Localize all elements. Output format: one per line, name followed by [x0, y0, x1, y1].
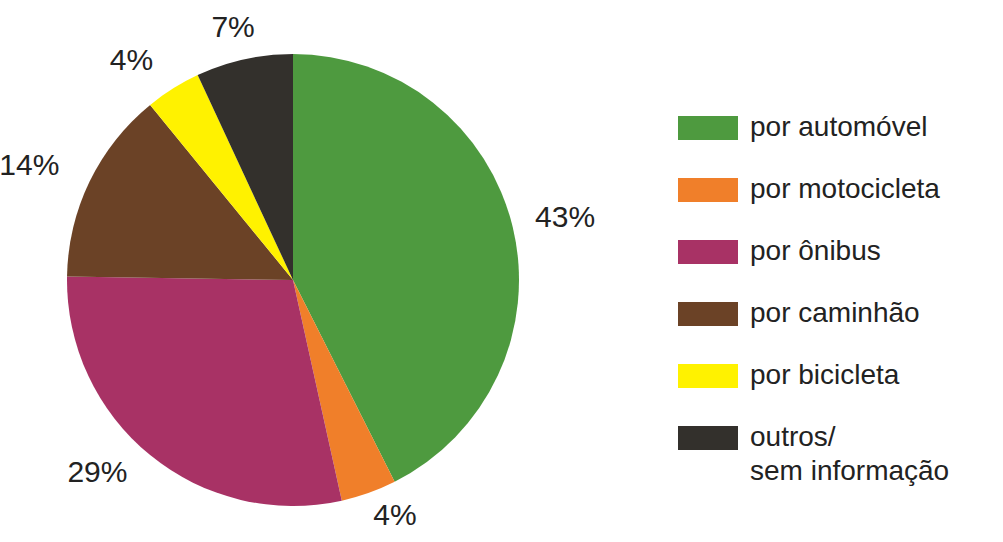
svg-text:7%: 7% — [211, 10, 254, 43]
svg-text:29%: 29% — [67, 455, 127, 488]
html-text:por caminhão: por caminhão — [750, 297, 920, 328]
svg-text:43%: 43% — [535, 200, 595, 233]
html-text:por ônibus: por ônibus — [750, 235, 881, 266]
html-text:sem informação: sem informação — [750, 455, 950, 486]
svg-text:14%: 14% — [8, 148, 59, 181]
svg-text:4%: 4% — [373, 498, 416, 531]
html-text:outros/: outros/ — [750, 421, 836, 452]
html-text:por motocicleta: por motocicleta — [750, 173, 940, 204]
svg-text:4%: 4% — [110, 43, 153, 76]
html-text:por automóvel: por automóvel — [750, 111, 928, 142]
html-text:por bicicleta: por bicicleta — [750, 359, 900, 390]
